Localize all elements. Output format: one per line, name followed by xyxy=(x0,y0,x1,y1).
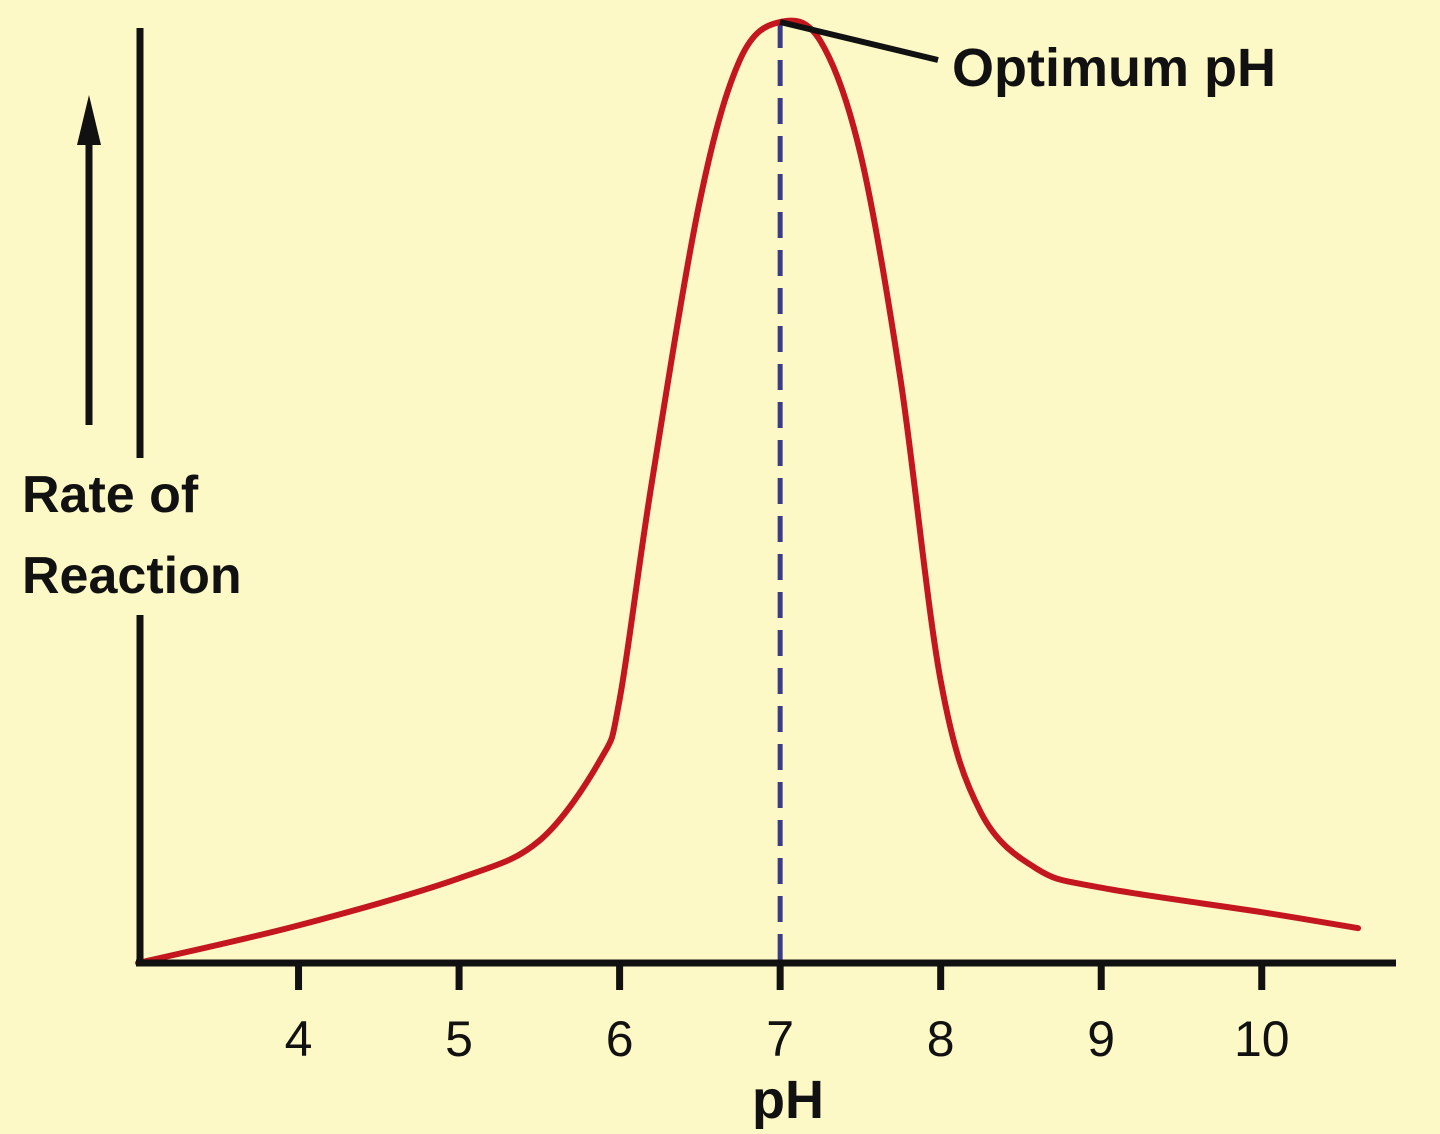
x-tick-label: 5 xyxy=(445,1011,473,1067)
y-axis-label-line1: Rate of xyxy=(22,466,199,524)
x-tick-label: 7 xyxy=(766,1011,794,1067)
optimum-ph-annotation: Optimum pH xyxy=(952,38,1276,98)
x-tick-label: 4 xyxy=(285,1011,313,1067)
x-tick-label: 6 xyxy=(606,1011,634,1067)
x-tick-label: 10 xyxy=(1234,1011,1290,1067)
x-tick-label: 8 xyxy=(927,1011,955,1067)
x-axis-label: pH xyxy=(752,1070,824,1130)
optimum-leader-line xyxy=(779,19,939,63)
y-axis-arrow-icon xyxy=(77,95,101,425)
x-tick-label: 9 xyxy=(1087,1011,1115,1067)
rate-curve xyxy=(135,17,1362,966)
y-axis-label-line2: Reaction xyxy=(22,547,242,605)
